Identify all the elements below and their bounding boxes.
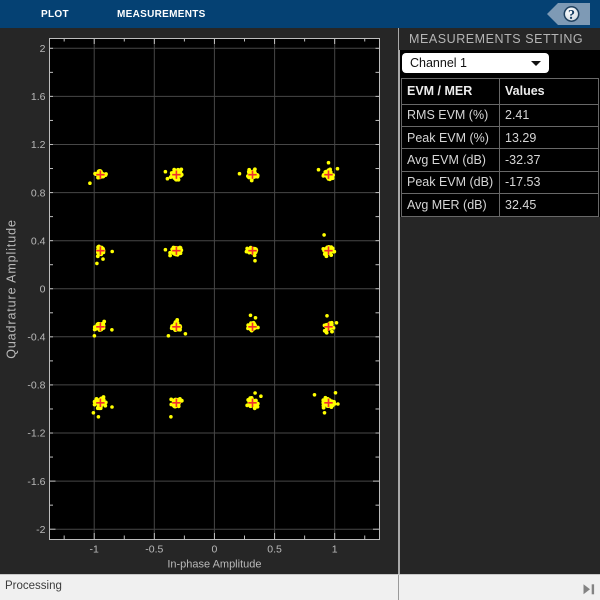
svg-text:-0.4: -0.4 <box>27 332 45 344</box>
svg-text:-0.5: -0.5 <box>145 544 163 556</box>
svg-text:-1.6: -1.6 <box>27 476 45 488</box>
svg-text:-0.8: -0.8 <box>27 380 45 392</box>
svg-text:?: ? <box>568 8 575 23</box>
svg-text:1.6: 1.6 <box>31 91 46 103</box>
svg-text:0: 0 <box>211 544 217 556</box>
svg-text:1.2: 1.2 <box>31 139 46 151</box>
svg-text:1: 1 <box>332 544 338 556</box>
svg-text:0.5: 0.5 <box>267 544 282 556</box>
svg-text:-1.2: -1.2 <box>27 428 45 440</box>
svg-text:Quadrature Amplitude: Quadrature Amplitude <box>5 219 19 359</box>
svg-text:2: 2 <box>40 43 46 55</box>
svg-text:-2: -2 <box>36 524 45 536</box>
svg-text:In-phase Amplitude: In-phase Amplitude <box>167 559 261 571</box>
svg-text:0.4: 0.4 <box>31 235 46 247</box>
svg-text:0: 0 <box>40 283 46 295</box>
svg-text:-1: -1 <box>90 544 99 556</box>
svg-text:0.8: 0.8 <box>31 187 46 199</box>
